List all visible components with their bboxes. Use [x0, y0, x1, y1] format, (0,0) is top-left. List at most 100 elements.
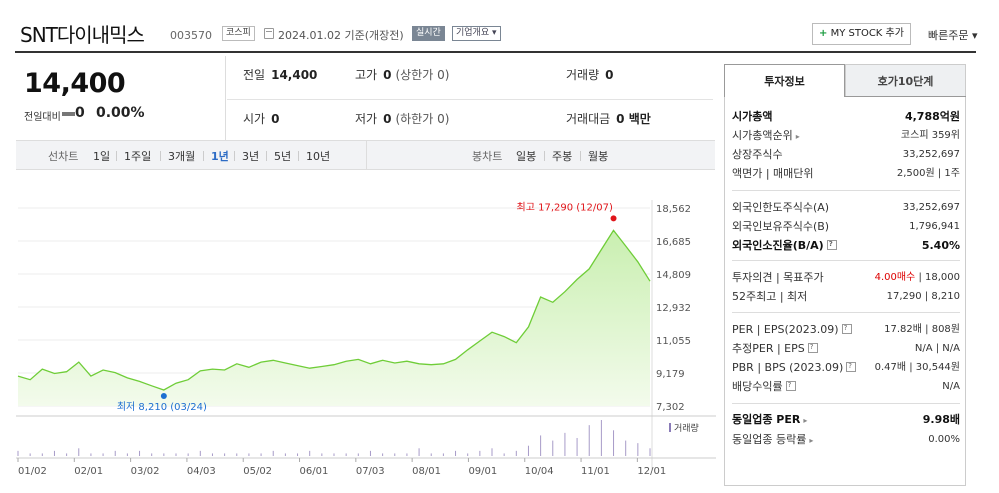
help-icon[interactable] — [846, 357, 857, 376]
volume-bar — [236, 453, 238, 456]
volume-bar — [455, 450, 457, 456]
period-1d[interactable]: 1일 — [93, 150, 111, 163]
x-tick-label: 06/01 — [300, 466, 329, 477]
quick-order-button[interactable]: 빠른주문 ▾ — [928, 29, 978, 42]
foreign-hold-row: 외국인보유주식수(B) 1,796,941 — [732, 220, 960, 233]
volume-bar — [78, 448, 80, 456]
week52-row: 52주최고 | 최저 17,290 | 8,210 — [732, 290, 960, 303]
volume-bar — [467, 453, 469, 456]
tab-order-book[interactable]: 호가10단계 — [845, 64, 966, 97]
candle-daily[interactable]: 일봉 — [516, 150, 537, 163]
tab-invest-info[interactable]: 투자정보 — [724, 64, 845, 97]
market-cap-row: 시가총액 4,788억원 — [732, 110, 960, 123]
volume-bar — [406, 453, 408, 456]
trade-amount: 거래대금 0 백만 — [566, 112, 651, 126]
realtime-badge[interactable]: 실시간 — [412, 26, 445, 41]
volume-bar — [503, 453, 505, 456]
company-overview-button[interactable]: 기업개요 ▾ — [452, 26, 501, 41]
period-3m[interactable]: 3개월 — [168, 150, 196, 163]
dividend-row: 배당수익률 N/A — [732, 376, 960, 396]
volume-bar — [297, 453, 299, 456]
x-tick-label: 02/01 — [74, 466, 103, 477]
price-chart[interactable]: 18,562 16,685 14,809 12,932 11,055 9,179 7,302… — [0, 170, 716, 488]
min-marker — [160, 393, 167, 400]
volume-bar — [175, 453, 177, 456]
shares-row: 상장주식수 33,252,697 — [732, 148, 960, 161]
x-tick-label: 11/01 — [581, 466, 610, 477]
help-icon[interactable] — [807, 338, 818, 357]
period-1w[interactable]: 1주일 — [124, 150, 152, 163]
open-price: 시가 0 — [243, 112, 280, 126]
max-label: 최고 17,290 (12/07) — [517, 201, 613, 213]
foreign-limit-row: 외국인한도주식수(A) 33,252,697 — [732, 201, 960, 214]
volume-bar — [102, 453, 104, 456]
info-tabs: 투자정보 호가10단계 — [724, 64, 966, 97]
volume-bar — [90, 453, 92, 456]
help-icon[interactable] — [785, 376, 796, 395]
pbr-row: PBR | BPS (2023.09) 0.47배 | 30,544원 — [732, 357, 960, 377]
y-tick-label: 9,179 — [656, 369, 685, 380]
candle-weekly[interactable]: 주봉 — [552, 150, 573, 163]
chevron-right-icon: ▸ — [795, 132, 800, 141]
period-5y[interactable]: 5년 — [274, 150, 292, 163]
volume-bar — [515, 450, 517, 456]
volume-bar — [260, 453, 262, 456]
chevron-right-icon: ▸ — [803, 416, 808, 425]
volume-bar — [357, 453, 359, 456]
chart-toolbar: 선차트 1일 1주일 3개월 1년 3년 5년 10년 봉차트 일봉 주봉 월봉 — [16, 140, 715, 170]
change-label: 전일대비 — [24, 112, 61, 123]
foreign-ratio-row: 외국인소진율(B/A) 5.40% — [732, 235, 960, 255]
help-icon[interactable] — [841, 319, 852, 338]
volume-bar — [564, 432, 566, 456]
volume-bar — [309, 450, 311, 456]
sector-per-row[interactable]: 동일업종 PER ▸ 9.98배 — [732, 413, 960, 426]
sector-rate-row[interactable]: 동일업종 등락률 ▸ 0.00% — [732, 433, 960, 446]
per-row: PER | EPS(2023.09) 17.82배 | 808원 — [732, 319, 960, 339]
volume-bar — [625, 440, 627, 456]
volume-bar — [552, 440, 554, 456]
volume-bar — [53, 450, 55, 456]
help-icon[interactable] — [826, 235, 837, 254]
min-label: 최저 8,210 (03/24) — [117, 401, 207, 413]
change-percent: 0.00% — [96, 105, 145, 121]
header-divider — [15, 51, 976, 53]
volume-bar — [248, 453, 250, 456]
volume-bar — [17, 450, 19, 456]
low-price: 저가 0 (하한가 0) — [355, 112, 450, 126]
add-mystock-button[interactable]: + MY STOCK 추가 — [812, 23, 911, 45]
stock-header: SNT다이내믹스 003570 코스피 2024.01.02 기준(개장전) 실… — [0, 0, 999, 53]
volume-bar — [211, 453, 213, 456]
max-marker — [610, 215, 617, 222]
stock-name: SNT다이내믹스 — [20, 23, 145, 47]
volume-bar — [527, 445, 529, 456]
volume-bar — [284, 453, 286, 456]
cap-rank-row[interactable]: 시가총액순위 ▸ 코스피 359위 — [732, 129, 960, 142]
par-value-row: 액면가 | 매매단위 2,500원 | 1주 — [732, 167, 960, 180]
chevron-right-icon: ▸ — [809, 436, 814, 445]
x-tick-label: 12/01 — [637, 466, 666, 477]
period-10y[interactable]: 10년 — [306, 150, 331, 163]
base-date: 2024.01.02 기준(개장전) — [278, 29, 404, 42]
volume-bar — [139, 450, 141, 456]
volume-bar — [576, 438, 578, 456]
opinion-row: 투자의견 | 목표주가 4.00매수 | 18,000 — [732, 271, 960, 284]
period-3y[interactable]: 3년 — [242, 150, 260, 163]
volume-bar — [491, 448, 493, 456]
volume-bar — [333, 453, 335, 456]
volume-bar — [321, 453, 323, 456]
info-divider — [227, 99, 713, 100]
x-tick-label: 08/01 — [412, 466, 441, 477]
period-1y[interactable]: 1년 — [211, 150, 229, 163]
stock-code: 003570 — [170, 29, 212, 42]
volume-bar — [187, 453, 189, 456]
candle-monthly[interactable]: 월봉 — [588, 150, 609, 163]
volume-bar — [66, 453, 68, 456]
volume-bar — [613, 430, 615, 456]
volume-bar — [41, 453, 43, 456]
price-summary: 14,400 전일대비 0 0.00% — [16, 56, 226, 140]
invest-info-panel: 투자정보 호가10단계 시가총액 4,788억원 시가총액순위 ▸ 코스피 359… — [724, 64, 966, 486]
volume-bar — [29, 453, 31, 456]
volume-bar — [430, 453, 432, 456]
volume-bar — [649, 448, 651, 456]
